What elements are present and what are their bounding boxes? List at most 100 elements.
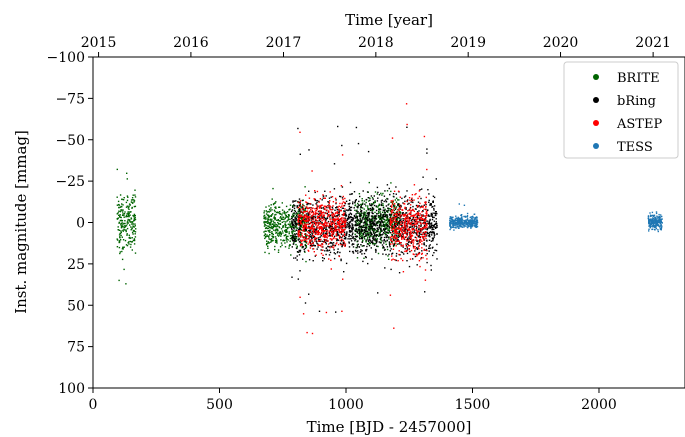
bring-point xyxy=(317,205,319,207)
bring-point xyxy=(348,218,350,220)
bring-point xyxy=(370,223,372,225)
brite-point xyxy=(265,227,268,229)
brite-point xyxy=(127,207,129,209)
astep-point xyxy=(415,228,418,231)
bring-point xyxy=(331,226,334,228)
astep-point xyxy=(340,206,342,208)
astep-point xyxy=(308,219,310,221)
brite-point xyxy=(378,216,380,219)
bring-point xyxy=(371,241,373,244)
bring-point xyxy=(409,217,412,219)
bring-point xyxy=(426,231,429,234)
bring-point xyxy=(291,209,294,211)
bring-point xyxy=(433,220,435,222)
bring-point xyxy=(426,232,429,235)
tess-point xyxy=(456,226,458,228)
tess-point xyxy=(470,224,472,226)
astep-point xyxy=(424,220,426,222)
astep-point xyxy=(314,219,317,221)
astep-point xyxy=(390,243,392,245)
bring-point xyxy=(386,210,388,212)
bring-point xyxy=(291,276,293,278)
bring-point xyxy=(377,215,380,217)
bring-point xyxy=(346,231,348,233)
bring-point xyxy=(345,215,347,217)
astep-point xyxy=(424,269,427,271)
bring-point xyxy=(407,239,409,241)
brite-point xyxy=(396,217,398,219)
astep-point xyxy=(321,220,323,222)
bring-point xyxy=(395,252,398,255)
bring-point xyxy=(336,226,338,228)
astep-point xyxy=(409,204,412,206)
brite-point xyxy=(396,219,398,221)
astep-point xyxy=(420,239,422,241)
astep-point xyxy=(297,214,300,216)
bring-point xyxy=(298,227,300,229)
tess-point xyxy=(453,226,455,229)
bring-point xyxy=(320,222,323,224)
astep-point xyxy=(309,240,311,242)
brite-point xyxy=(394,242,396,244)
bring-point xyxy=(341,186,344,188)
bring-point xyxy=(361,253,363,255)
bring-point xyxy=(322,207,324,209)
astep-point xyxy=(314,213,316,215)
bring-point xyxy=(365,239,367,241)
astep-point xyxy=(390,229,393,231)
astep-point xyxy=(297,224,300,226)
bring-point xyxy=(366,243,369,245)
tess-point xyxy=(648,228,650,230)
x-tick-label: 1000 xyxy=(328,397,364,413)
bring-point xyxy=(397,204,399,206)
bring-point xyxy=(332,217,334,219)
astep-point xyxy=(307,223,309,225)
brite-point xyxy=(374,225,377,227)
brite-point xyxy=(379,227,381,229)
bring-point xyxy=(295,257,297,259)
astep-point xyxy=(316,213,318,215)
series-astep xyxy=(297,103,428,335)
brite-point xyxy=(125,206,128,208)
brite-point xyxy=(286,231,288,233)
brite-point xyxy=(291,225,293,227)
astep-point xyxy=(397,190,400,192)
bring-point xyxy=(384,215,387,217)
legend-marker-tess xyxy=(593,143,599,149)
brite-point xyxy=(125,225,128,227)
brite-point xyxy=(370,219,373,222)
astep-point xyxy=(326,230,328,232)
astep-point xyxy=(323,235,326,237)
bring-point xyxy=(352,228,354,230)
bring-point xyxy=(321,240,323,242)
bring-point xyxy=(403,229,406,231)
bring-point xyxy=(375,223,378,225)
brite-point xyxy=(367,208,370,210)
bring-point xyxy=(402,219,405,222)
tess-point xyxy=(471,226,473,228)
bring-point xyxy=(428,199,430,202)
brite-point xyxy=(288,247,290,249)
bring-point xyxy=(362,224,365,227)
bring-point xyxy=(388,221,391,223)
bring-point xyxy=(372,237,374,240)
brite-point xyxy=(286,227,288,229)
astep-point xyxy=(398,228,400,231)
brite-point xyxy=(363,230,365,232)
bring-point xyxy=(372,220,374,222)
brite-point xyxy=(278,212,281,215)
tess-point xyxy=(649,214,652,216)
brite-point xyxy=(395,206,398,208)
brite-point xyxy=(117,212,119,214)
brite-point xyxy=(133,238,136,240)
bring-point xyxy=(357,142,360,145)
astep-point xyxy=(341,229,343,231)
brite-point xyxy=(274,210,276,213)
bring-point xyxy=(342,207,344,209)
brite-point xyxy=(281,244,283,246)
bring-point xyxy=(436,224,438,227)
brite-point xyxy=(286,211,289,213)
bring-point xyxy=(336,231,338,234)
astep-point xyxy=(304,215,306,218)
astep-point xyxy=(407,245,410,247)
